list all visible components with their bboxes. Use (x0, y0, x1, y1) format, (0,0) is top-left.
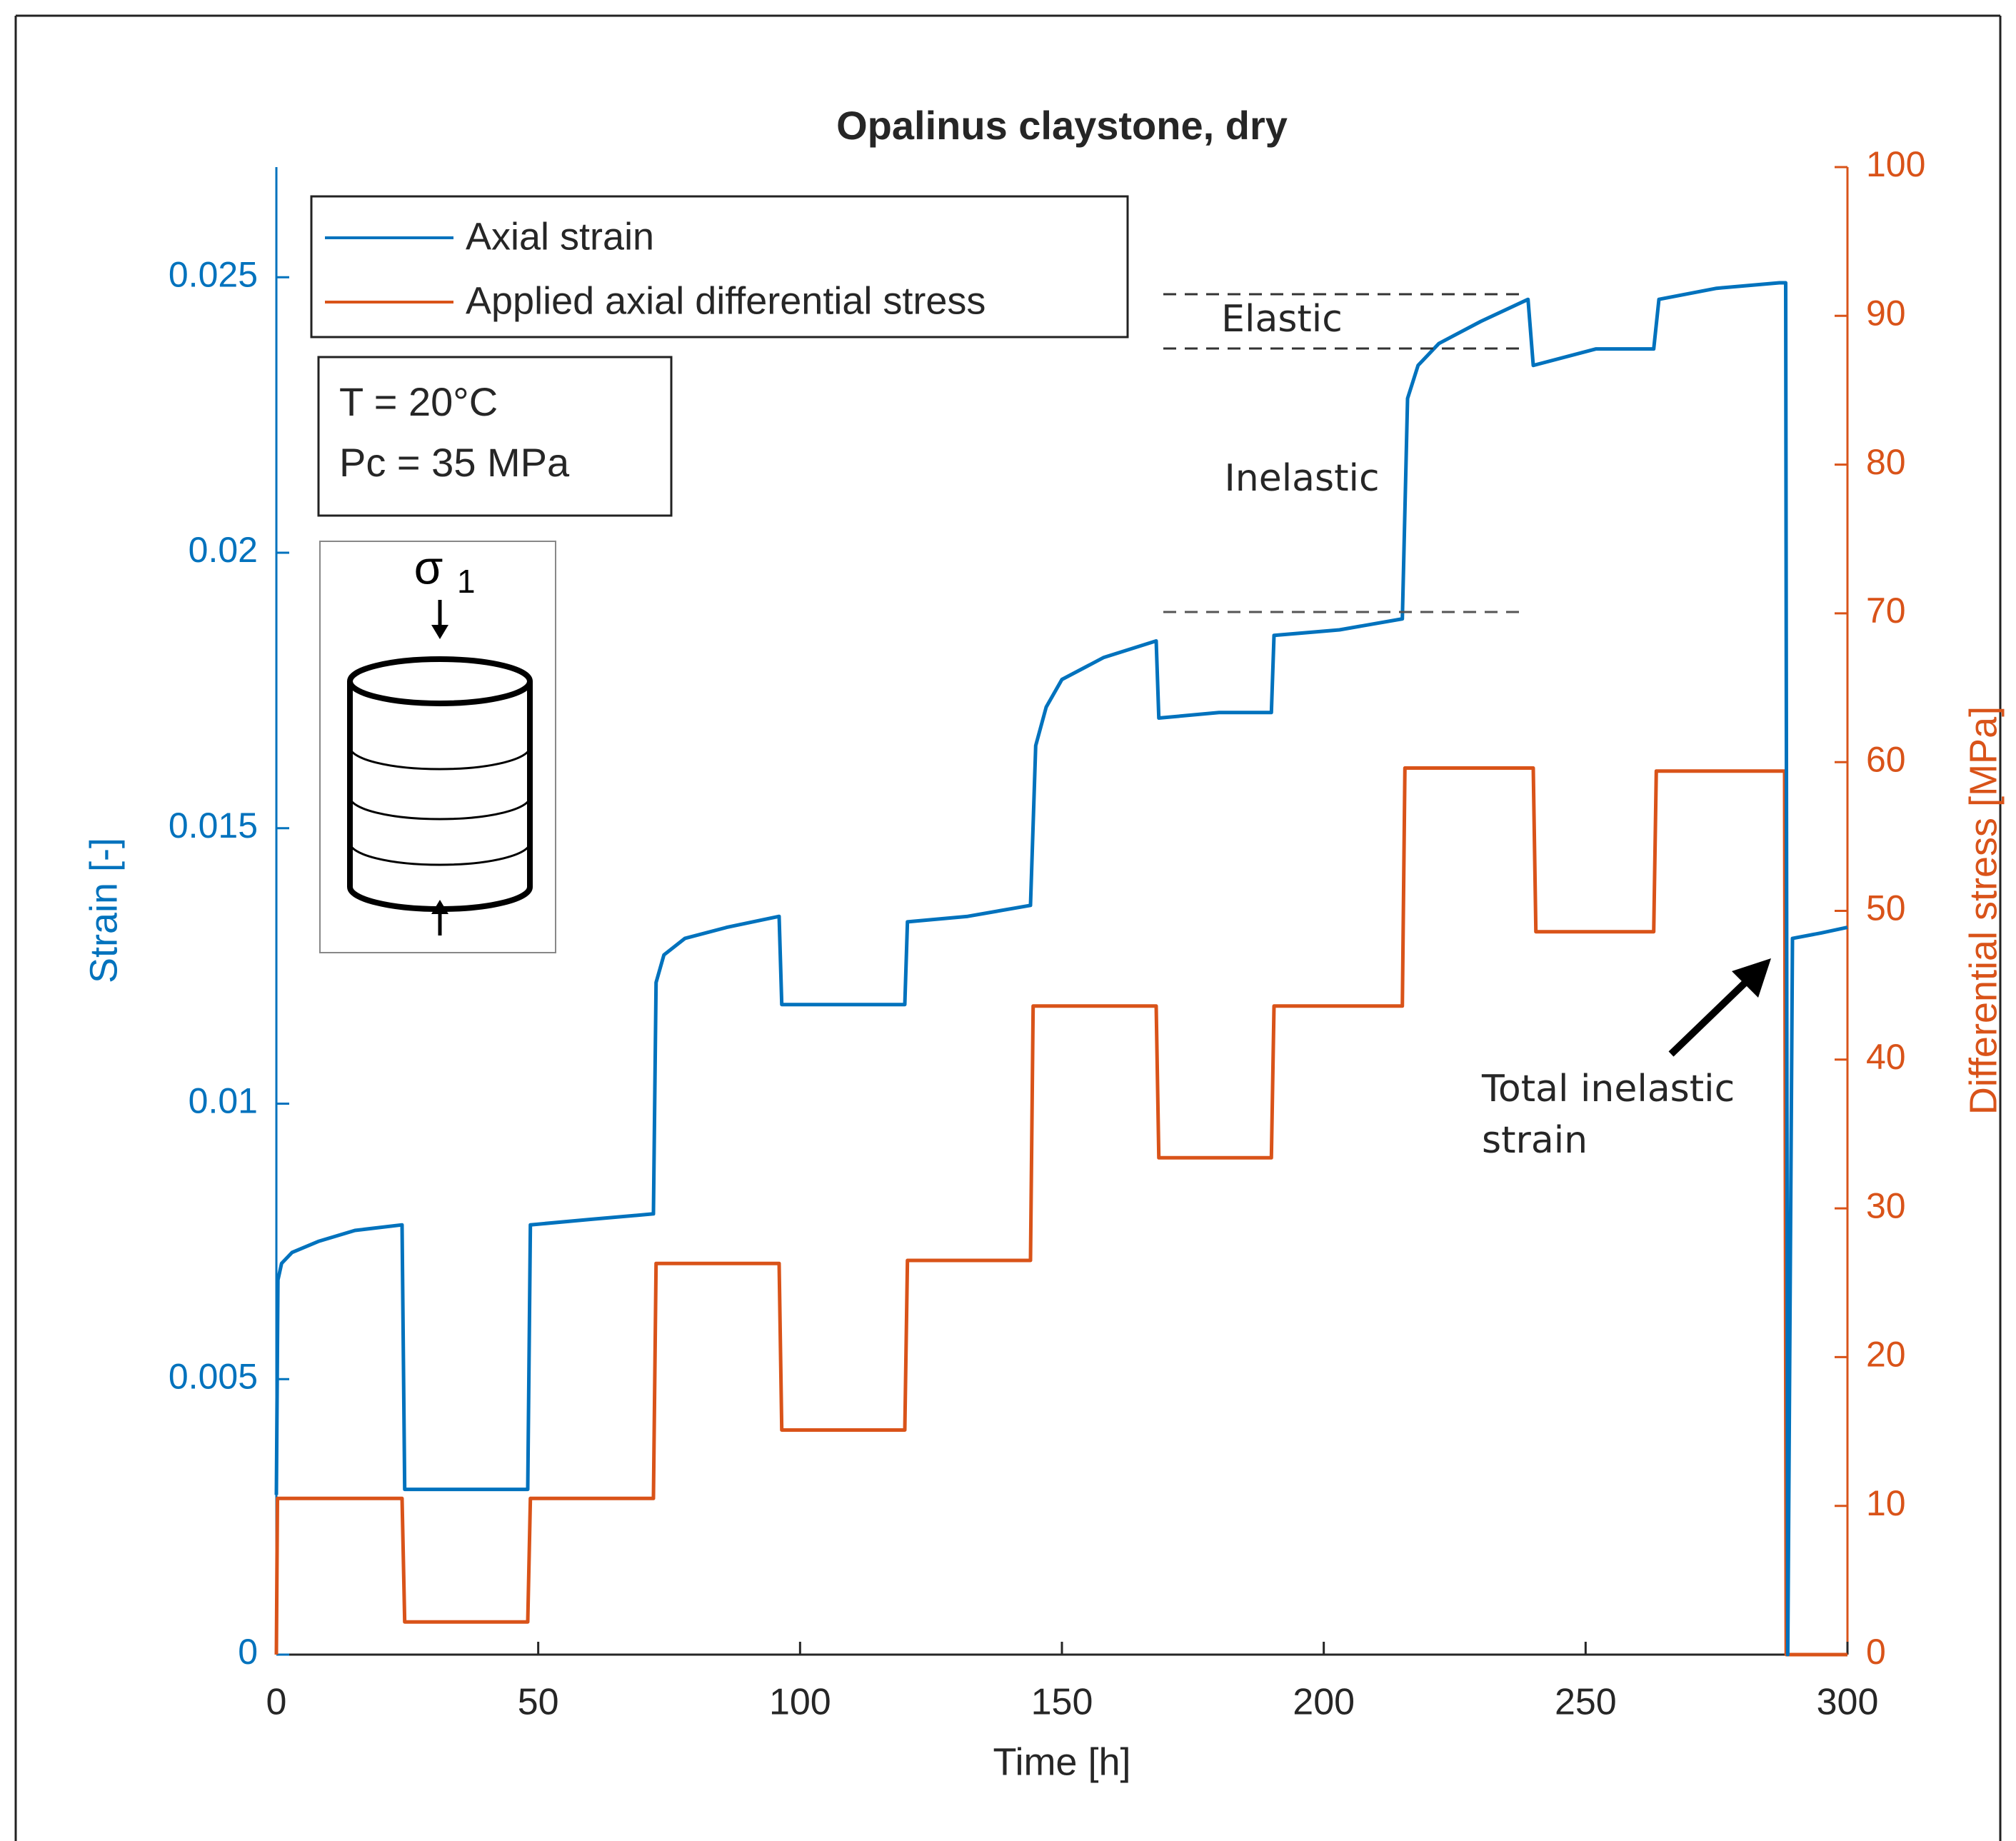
annotation-elastic: Elastic (1221, 298, 1343, 341)
annotation-inelastic: Inelastic (1224, 457, 1379, 500)
x-tick-label: 50 (518, 1682, 559, 1723)
x-tick-label: 0 (266, 1682, 287, 1723)
chart-title: Opalinus claystone, dry (836, 103, 1288, 148)
y2-tick-label: 40 (1866, 1037, 1906, 1077)
data-line (274, 766, 1847, 1657)
y-tick-label: 0.025 (169, 254, 258, 294)
x-tick-label: 200 (1293, 1682, 1355, 1723)
specimen-sketch: σ 1 (319, 541, 556, 953)
x-tick-label: 300 (1817, 1682, 1879, 1723)
y2-tick-label: 0 (1866, 1632, 1886, 1672)
legend-box (310, 195, 1129, 338)
y2-tick-label: 80 (1866, 442, 1906, 482)
y-tick-label: 0.005 (169, 1356, 258, 1396)
legend-label: Applied axial differential stress (466, 279, 986, 322)
reference-lines (1163, 293, 1520, 613)
y-tick-label: 0 (238, 1632, 258, 1672)
y2-tick-label: 20 (1866, 1335, 1906, 1375)
x-tick-label: 100 (769, 1682, 831, 1723)
condition-text: T = 20°C (339, 379, 498, 424)
y-tick-label: 0.01 (189, 1081, 258, 1121)
frame (14, 14, 2002, 1841)
x-tick-label: 150 (1031, 1682, 1093, 1723)
condition-text: Pc = 35 MPa (339, 440, 570, 485)
annotation-total: strain (1482, 1119, 1588, 1162)
annotation-total: Total inelastic (1481, 1068, 1735, 1110)
legend-label: Axial strain (466, 215, 654, 258)
y2-tick-label: 50 (1866, 888, 1906, 928)
y2-tick-label: 70 (1866, 591, 1906, 631)
data-line (274, 281, 1848, 1657)
x-axis-label: Time [h] (993, 1740, 1130, 1783)
y2-axis-label: Differential stress [MPa] (1962, 706, 2005, 1115)
y2-tick-label: 90 (1866, 294, 1906, 333)
y2-tick-label: 60 (1866, 739, 1906, 779)
sigma-symbol: σ (414, 541, 443, 593)
y2-tick-label: 100 (1866, 144, 1925, 184)
x-tick-label: 250 (1555, 1682, 1617, 1723)
y-tick-label: 0.015 (169, 806, 258, 846)
annotation-arrow (1668, 958, 1771, 1057)
y2-tick-label: 10 (1866, 1483, 1906, 1523)
conditions-box (317, 356, 673, 517)
y-axis-label: Strain [-] (82, 838, 125, 983)
sigma-subscript: 1 (457, 563, 476, 600)
y-tick-label: 0.02 (189, 530, 258, 570)
y2-tick-label: 30 (1866, 1185, 1906, 1225)
